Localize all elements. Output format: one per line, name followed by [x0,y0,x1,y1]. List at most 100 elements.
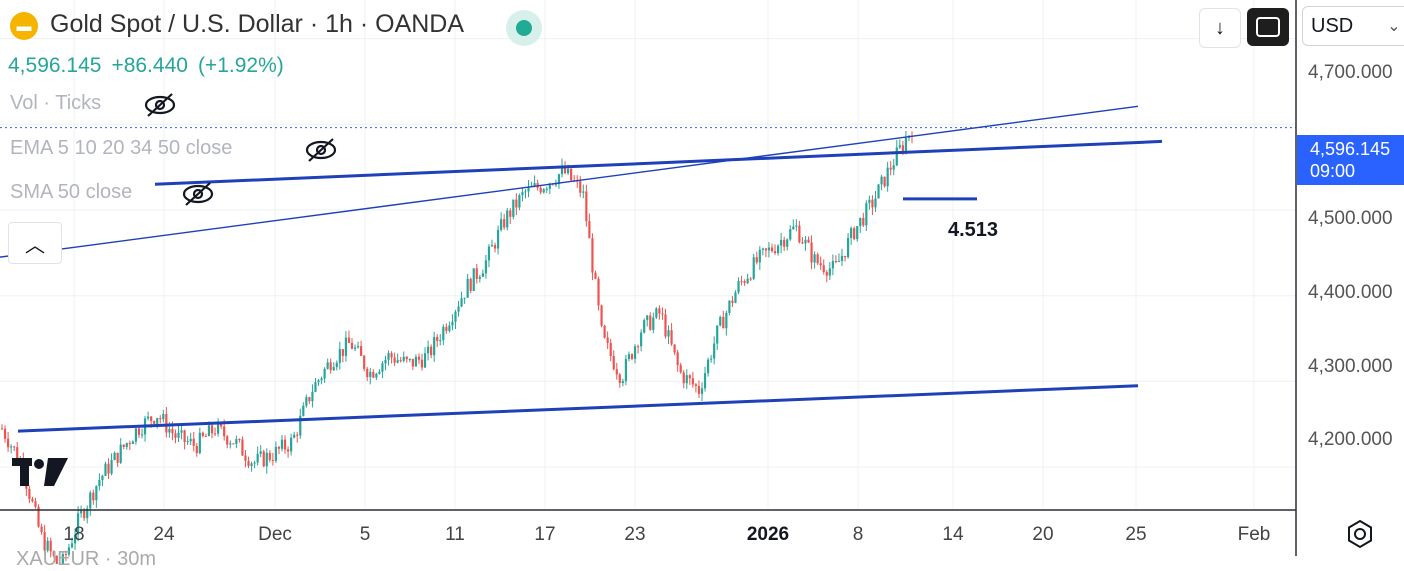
candle-body [612,356,615,370]
candle-body [743,281,746,284]
candle-body [901,145,904,151]
indicator-vol-label[interactable]: Vol · Ticks [10,92,102,114]
chart-grid [0,0,1296,510]
candle-body [585,191,588,222]
candle-body [658,308,661,314]
candle-body [664,314,667,337]
candle-body [83,510,86,519]
candle-body [469,278,472,291]
candle-body [813,254,816,263]
candle-body [670,330,673,345]
indicator-sma-label[interactable]: SMA 50 close [10,181,133,203]
candle-body [457,306,460,312]
candle-body [807,239,810,243]
candle-body [387,353,390,360]
candle-body [636,346,640,348]
candle-body [186,441,189,443]
time-tick-year: 2026 [746,524,790,545]
level-annotation[interactable]: 4.513 [948,219,999,241]
last-price: 4,596.145 [8,54,102,77]
time-tick: 5 [359,524,371,545]
chevron-up-icon: ︿ [25,234,45,257]
currency-select[interactable]: USD ⌄ [1302,6,1404,46]
download-button[interactable]: ↓ [1199,8,1241,48]
candle-body [828,268,831,276]
candle-body [241,439,244,456]
candle-body [375,373,378,378]
candle-body [220,422,223,427]
candle-body [646,315,649,321]
candle-body [731,300,734,303]
candle-body [381,363,384,372]
candle-body [703,373,707,389]
collapse-indicators-button[interactable]: ︿ [8,222,62,264]
candle-body [697,385,701,394]
candle-body [676,352,679,366]
candle-body [280,439,284,449]
candle-body [70,543,74,548]
symbol-title[interactable]: Gold Spot / U.S. Dollar · 1h · OANDA [50,10,465,38]
candle-body [618,374,621,384]
eye-off-icon[interactable] [143,91,177,119]
currency-label: USD [1311,14,1354,37]
candle-body [356,346,360,348]
candle-body [329,362,332,371]
candle-body [232,443,235,445]
indicator-ema-label[interactable]: EMA 5 10 20 34 50 close [10,137,233,159]
candle-body [55,555,58,564]
candle-body [454,311,457,322]
candle-body [366,368,369,378]
candle-body [542,189,545,193]
candle-body [840,255,844,262]
candle-body [399,360,402,362]
candle-body [314,382,317,392]
fullscreen-button[interactable] [1247,8,1289,46]
candle-body [746,278,749,284]
eye-off-icon[interactable] [304,136,338,164]
candle-body [52,551,55,556]
settings-icon[interactable] [1344,518,1376,550]
candle-body [317,380,320,383]
time-tick: 14 [942,524,964,545]
candle-body [165,414,168,433]
candle-body [390,353,393,358]
candle-body [131,441,134,444]
candle-body [716,325,719,344]
candle-body [128,443,131,445]
candle-body [125,443,128,448]
trend-drawings[interactable] [0,105,1163,433]
candle-body [28,488,31,499]
candle-body [229,443,232,445]
eye-off-icon[interactable] [181,180,215,208]
candle-body [168,428,171,433]
candle-body [895,147,898,166]
candle-body [566,168,570,174]
candle-body [171,428,174,434]
candle-body [180,430,183,433]
candle-body [554,184,558,186]
candle-body [810,242,813,263]
candle-body [451,321,454,326]
candle-body [822,265,825,273]
candle-body [122,444,125,448]
bar-countdown: 09:00 [1310,161,1356,181]
candle-body [506,210,509,228]
gold-logo-icon: ▬ [10,12,38,40]
candle-body [493,245,497,249]
candle-body [363,355,366,369]
candle-body [749,278,752,280]
candle-body [883,176,886,187]
price-change: +86.440 [111,54,188,77]
candle-body [411,358,414,367]
candle-body [414,356,418,367]
candle-body [853,228,856,240]
candle-body [37,506,40,527]
support-trendline [17,384,1139,433]
candle-body [40,526,43,533]
candle-body [265,452,268,467]
candle-body [326,362,329,369]
candle-body [156,418,159,424]
candle-body [10,446,13,448]
candle-body [850,228,853,238]
